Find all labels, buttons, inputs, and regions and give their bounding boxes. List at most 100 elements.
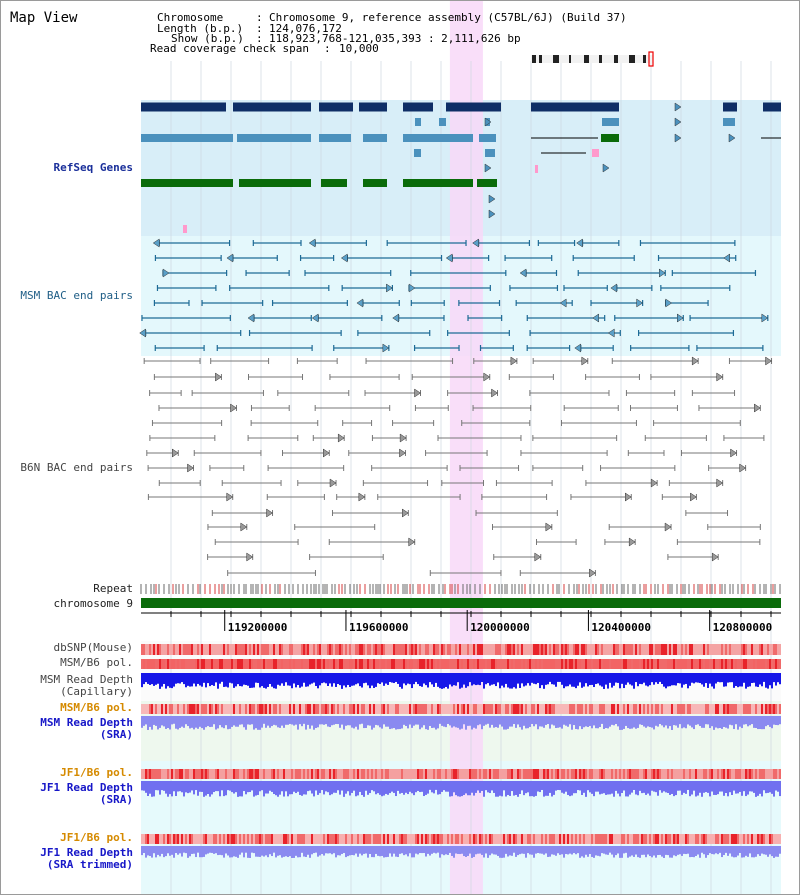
jf1-depth-sra-bar <box>755 781 757 797</box>
track-label-msm-bac[interactable]: MSM BAC end pairs <box>20 289 133 302</box>
jf1-b6-pol-heat <box>629 769 631 779</box>
msm-depth-capillary-bar <box>691 673 693 683</box>
msm-b6-pol-heat <box>263 659 265 669</box>
jf1-b6-pol-heat <box>195 834 197 844</box>
msm-b6-pol-heat <box>697 704 699 714</box>
dbsnp-heat <box>349 644 351 655</box>
msm-bac-arrow <box>152 238 160 248</box>
track-label-jf1-depth-sra[interactable]: JF1 Read Depth <box>40 781 133 794</box>
track-label-b6n-bac[interactable]: B6N BAC end pairs <box>20 461 133 474</box>
jf1-b6-pol-heat <box>541 769 543 779</box>
msm-depth-sra-bar <box>629 716 631 729</box>
msm-b6-pol-heat <box>241 704 243 714</box>
dbsnp-heat <box>303 644 305 655</box>
jf1-depth-sra-bar <box>777 781 779 792</box>
msm-depth-sra-bar <box>445 716 447 728</box>
msm-depth-capillary-bar <box>469 673 471 683</box>
jf1-b6-pol-heat <box>697 769 699 779</box>
dbsnp-heat <box>339 644 341 655</box>
jf1-depth-trimmed-bar <box>365 846 367 854</box>
jf1-b6-pol-heat <box>563 834 565 844</box>
msm-depth-capillary-bar <box>601 673 603 687</box>
jf1-depth-trimmed-bar <box>333 846 335 854</box>
msm-depth-capillary-bar <box>287 673 289 686</box>
track-label-repeat[interactable]: Repeat <box>93 582 133 595</box>
jf1-depth-trimmed-bar <box>433 846 435 853</box>
jf1-depth-trimmed-bar <box>227 846 229 856</box>
jf1-depth-sra-bar <box>425 781 427 795</box>
jf1-b6-pol-heat <box>277 834 279 844</box>
jf1-depth-sra-bar <box>477 781 479 791</box>
msm-depth-capillary-bar <box>571 673 573 687</box>
msm-b6-pol-heat <box>663 704 665 714</box>
msm-depth-capillary-bar <box>707 673 709 688</box>
track-label-msm-depth-capillary[interactable]: MSM Read Depth <box>40 673 133 686</box>
msm-depth-capillary-bar <box>667 673 669 687</box>
jf1-b6-pol-heat <box>155 769 157 779</box>
msm-b6-pol-heat <box>513 704 515 714</box>
dbsnp-heat <box>367 644 369 655</box>
jf1-depth-trimmed-bar <box>511 846 513 856</box>
msm-depth-capillary-bar <box>457 673 459 683</box>
msm-b6-pol-heat <box>689 659 691 669</box>
jf1-depth-trimmed-bar <box>239 846 241 855</box>
msm-b6-pol-heat <box>333 659 335 669</box>
msm-b6-pol-heat <box>463 704 465 714</box>
jf1-depth-trimmed-bar <box>293 846 295 858</box>
msm-bac-arrow <box>574 343 582 353</box>
jf1-b6-pol-heat <box>701 769 703 779</box>
msm-depth-sra-bar <box>595 716 597 729</box>
jf1-b6-pol-heat <box>297 769 299 779</box>
jf1-b6-pol-heat <box>693 834 695 844</box>
jf1-depth-sra-bar <box>395 781 397 797</box>
msm-depth-capillary-bar <box>553 673 555 685</box>
track-label-refseq[interactable]: RefSeq Genes <box>53 161 133 174</box>
msm-depth-capillary-bar <box>779 673 781 685</box>
jf1-b6-pol-heat <box>699 769 701 779</box>
track-label-jf1-b6-pol-2[interactable]: JF1/B6 pol. <box>60 831 133 844</box>
dbsnp-heat <box>221 644 223 655</box>
track-label-msm-b6-pol-2[interactable]: MSM/B6 pol. <box>60 701 133 714</box>
msm-depth-sra-bar <box>223 716 225 729</box>
msm-b6-pol-heat <box>281 659 283 669</box>
jf1-depth-sra-bar <box>707 781 709 793</box>
msm-depth-sra-bar <box>453 716 455 727</box>
msm-b6-pol-heat <box>759 659 761 669</box>
track-label-jf1-b6-pol[interactable]: JF1/B6 pol. <box>60 766 133 779</box>
jf1-b6-pol-heat <box>317 834 319 844</box>
msm-b6-pol-heat <box>373 659 375 669</box>
track-label-dbsnp[interactable]: dbSNP(Mouse) <box>53 641 133 654</box>
jf1-depth-trimmed-bar <box>579 846 581 858</box>
msm-b6-pol-heat <box>609 659 611 669</box>
msm-b6-pol-heat <box>319 659 321 669</box>
jf1-b6-pol-heat <box>555 834 557 844</box>
track-label-jf1-depth-trimmed[interactable]: JF1 Read Depth <box>40 846 133 859</box>
track-label-msm-b6-pol[interactable]: MSM/B6 pol. <box>60 656 133 669</box>
msm-b6-pol-heat <box>519 659 521 669</box>
jf1-b6-pol-heat <box>263 834 265 844</box>
msm-depth-capillary-bar <box>633 673 635 689</box>
jf1-depth-trimmed-bar <box>599 846 601 857</box>
dbsnp-heat <box>657 644 659 655</box>
msm-b6-pol-heat <box>585 659 587 669</box>
msm-depth-capillary-bar <box>345 673 347 688</box>
jf1-depth-sra-bar <box>505 781 507 797</box>
gene-feature <box>237 134 311 142</box>
msm-depth-capillary-bar <box>471 673 473 686</box>
msm-depth-capillary-bar <box>203 673 205 683</box>
jf1-b6-pol-heat <box>333 769 335 779</box>
jf1-depth-trimmed-bar <box>487 846 489 858</box>
dbsnp-heat <box>145 644 147 655</box>
jf1-depth-sra-bar <box>681 781 683 795</box>
dbsnp-heat <box>413 644 415 655</box>
msm-depth-capillary-bar <box>661 673 663 685</box>
msm-depth-capillary-bar <box>569 673 571 685</box>
jf1-b6-pol-heat <box>633 769 635 779</box>
jf1-b6-pol-heat <box>219 769 221 779</box>
msm-b6-pol-heat <box>703 704 705 714</box>
jf1-depth-sra-bar <box>619 781 621 797</box>
jf1-depth-sra-bar <box>695 781 697 797</box>
track-label-msm-depth-sra[interactable]: MSM Read Depth <box>40 716 133 729</box>
msm-b6-pol-heat <box>235 659 237 669</box>
